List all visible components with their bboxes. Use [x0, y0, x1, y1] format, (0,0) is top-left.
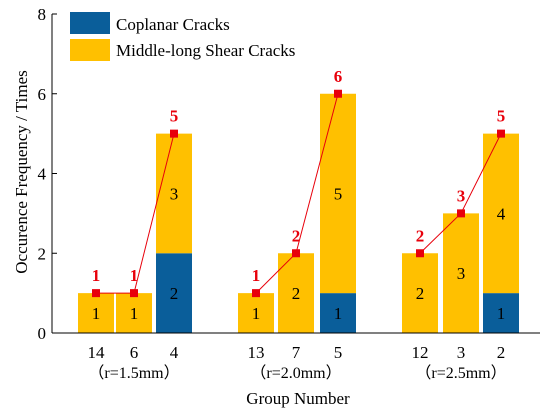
total-marker	[252, 289, 260, 298]
legend: Coplanar Cracks Middle-long Shear Cracks	[70, 12, 295, 61]
x-tick-label: 7	[292, 343, 301, 362]
total-label: 5	[497, 107, 506, 126]
group-label: （r=1.5mm）	[88, 364, 179, 382]
segment-label: 2	[292, 284, 301, 303]
bar-segment-coplanar-2	[483, 293, 519, 333]
segment-label: 2	[416, 284, 425, 303]
bar-segment-shear-5	[320, 93, 356, 294]
total-label: 1	[252, 266, 261, 285]
total-label: 1	[130, 266, 139, 285]
segment-label: 4	[497, 204, 506, 223]
legend-label-coplanar: Coplanar Cracks	[116, 15, 230, 34]
segment-label: 5	[334, 184, 343, 203]
bar-segment-shear-6	[116, 293, 152, 333]
y-axis-title: Occurence Frequency / Times	[12, 70, 31, 273]
total-label: 2	[416, 226, 425, 245]
x-tick-label: 5	[334, 343, 343, 362]
total-label: 2	[292, 226, 301, 245]
legend-swatch-coplanar	[70, 12, 110, 34]
segment-label: 3	[457, 264, 466, 283]
total-marker	[292, 249, 300, 258]
segment-labels-layer: 1 1 2 3 1 2 1 5 2 3 1 4	[92, 184, 506, 323]
segment-label: 1	[334, 304, 343, 323]
total-marker	[92, 289, 100, 298]
bar-segment-shear-14	[78, 293, 114, 333]
y-tick-label: 4	[38, 165, 47, 184]
segment-label: 1	[252, 304, 261, 323]
y-tick-label: 6	[38, 85, 47, 104]
segment-label: 1	[130, 304, 139, 323]
total-marker	[457, 209, 465, 218]
x-tick-label: 13	[248, 343, 265, 362]
x-tick-label: 12	[412, 343, 429, 362]
bar-segment-shear-2	[483, 133, 519, 294]
total-marker	[130, 289, 138, 298]
total-marker	[334, 89, 342, 98]
legend-swatch-shear	[70, 39, 110, 61]
y-tick-label: 2	[38, 244, 47, 263]
bar-segment-shear-7	[278, 253, 314, 333]
total-label: 5	[170, 107, 179, 126]
bar-segment-coplanar-4	[156, 253, 192, 333]
y-tick-label: 8	[38, 5, 47, 24]
bar-segment-shear-3	[443, 213, 479, 333]
bar-segment-shear-12	[402, 253, 438, 333]
x-tick-label: 2	[497, 343, 506, 362]
total-label: 3	[457, 186, 466, 205]
group-label: （r=2.5mm）	[415, 364, 506, 382]
segment-label: 1	[92, 304, 101, 323]
x-tick-label: 4	[170, 343, 179, 362]
bars-layer	[78, 93, 519, 333]
bar-segment-shear-4	[156, 133, 192, 254]
total-lines-layer: 1 1 5 1 2 6 2 3 5	[92, 67, 506, 298]
legend-label-shear: Middle-long Shear Cracks	[116, 41, 295, 60]
total-marker	[170, 129, 178, 138]
bar-segment-coplanar-5	[320, 293, 356, 333]
y-tick-label: 0	[38, 324, 47, 343]
x-tick-label: 3	[457, 343, 466, 362]
total-label: 1	[92, 266, 101, 285]
x-tick-label: 14	[88, 343, 106, 362]
total-label: 6	[334, 67, 343, 86]
total-marker	[497, 129, 505, 138]
total-marker	[416, 249, 424, 258]
x-axis-title: Group Number	[246, 389, 350, 408]
bar-segment-shear-13	[238, 293, 274, 333]
group-label: （r=2.0mm）	[250, 364, 341, 382]
segment-label: 1	[497, 304, 506, 323]
segment-label: 3	[170, 184, 179, 203]
segment-label: 2	[170, 284, 179, 303]
x-tick-label: 6	[130, 343, 139, 362]
